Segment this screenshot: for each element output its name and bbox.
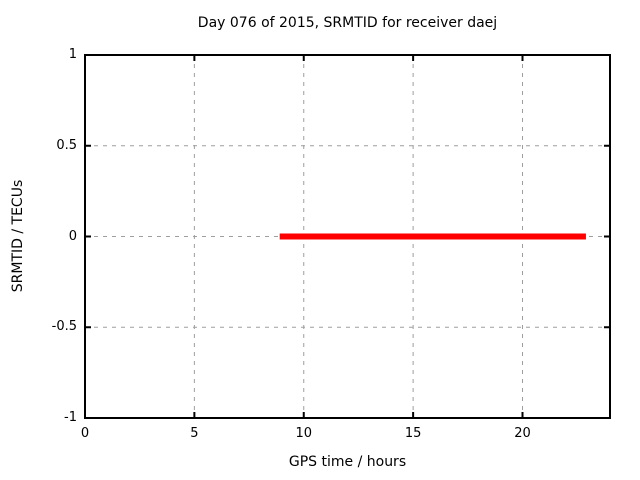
chart-title: Day 076 of 2015, SRMTID for receiver dae…	[197, 15, 498, 31]
x-tick-label: 0	[80, 426, 90, 441]
x-tick-label: 10	[295, 426, 313, 441]
x-tick-label: 15	[404, 426, 422, 441]
plot-border	[84, 54, 611, 419]
x-axis-label: GPS time / hours	[288, 454, 407, 470]
y-tick-label: -1	[64, 410, 77, 425]
y-tick-label: 0.5	[56, 137, 77, 153]
x-tick-label: 20	[514, 426, 531, 441]
y-tick-label: 0	[68, 228, 77, 244]
y-tick-label: 1	[68, 47, 77, 62]
x-tick-label: 5	[190, 426, 199, 441]
y-tick-label: -0.5	[51, 319, 77, 335]
